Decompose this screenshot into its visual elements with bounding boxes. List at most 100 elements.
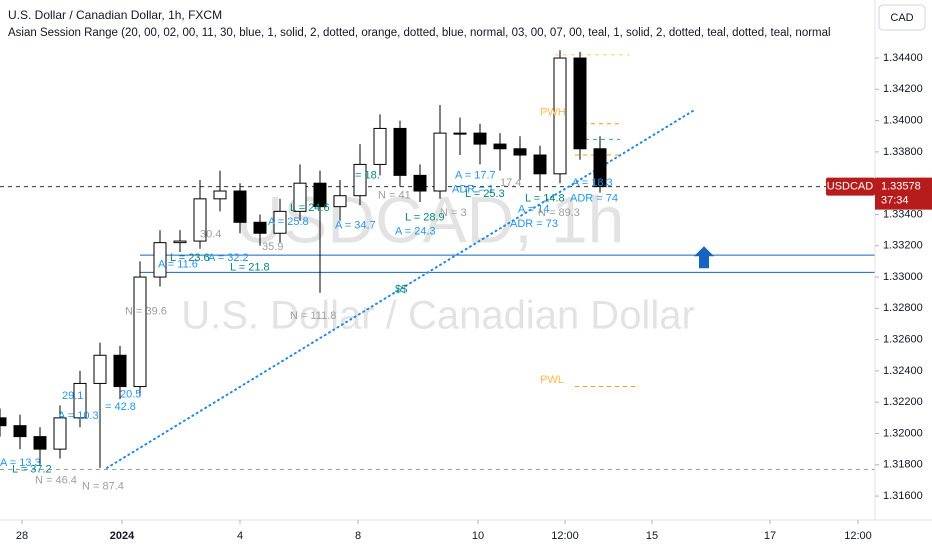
y-tick-label: 1.32600 xyxy=(883,334,923,346)
candle-body xyxy=(293,182,307,212)
annotation: ADR = 73 xyxy=(510,218,558,230)
annotation: = 42.8 xyxy=(105,401,136,413)
price-tag xyxy=(875,177,932,210)
candle-body xyxy=(473,132,487,145)
plot: A = 13.3L = 37.2N = 46.4 N = 87.4 A = 10.3… xyxy=(0,50,875,493)
candle-body xyxy=(93,354,107,384)
annotation: ADR = 74 xyxy=(570,193,618,205)
candle-body xyxy=(73,382,87,419)
candle-body xyxy=(253,221,267,234)
candle-body xyxy=(0,417,7,427)
candle-body xyxy=(273,210,287,234)
x-tick-label: 10 xyxy=(472,530,484,542)
candle-body xyxy=(573,57,587,150)
price-label: 1.33578 xyxy=(881,181,921,193)
candle-body xyxy=(233,190,247,223)
annotation: = 18. xyxy=(355,169,380,181)
candle-body xyxy=(593,148,607,188)
x-tick-label: 12:00 xyxy=(844,530,872,542)
annotation: N = 89.3 xyxy=(538,207,580,219)
candle-body xyxy=(113,354,127,388)
indicator-label: Asian Session Range (20, 00, 02, 00, 11,… xyxy=(8,27,831,39)
annotation: A = 25.8 xyxy=(268,216,309,228)
candle-body xyxy=(133,276,147,388)
annotation: A = 34.7 xyxy=(335,219,376,231)
y-tick-label: 1.33800 xyxy=(883,146,923,158)
candle-body xyxy=(33,436,47,450)
trend-line xyxy=(106,108,696,469)
annotation: 17.4 xyxy=(500,177,521,189)
annotation: N = 111.8 xyxy=(290,310,336,322)
annotation: L = 25.3 xyxy=(465,188,505,200)
annotation: 35.9 xyxy=(262,241,283,253)
candle-body xyxy=(413,174,427,192)
annotation: A = 17.7 xyxy=(455,169,496,181)
y-tick-label: 1.34400 xyxy=(883,52,923,64)
candle-body xyxy=(493,143,507,150)
annotation: A = 24.3 xyxy=(395,226,436,238)
annotation: L = 24.6 xyxy=(290,202,330,214)
y-tick-label: 1.32000 xyxy=(883,427,923,439)
x-tick-label: 12:00 xyxy=(551,530,579,542)
y-tick-label: 1.32400 xyxy=(883,365,923,377)
annotation: PWH xyxy=(540,107,566,119)
annotation: L = 37.2 xyxy=(12,463,52,475)
currency-label[interactable]: CAD xyxy=(890,12,913,24)
annotation: L = 28.9 xyxy=(405,212,445,224)
candle-body xyxy=(153,242,167,278)
y-tick-label: 1.32800 xyxy=(883,302,923,314)
y-tick-label: 1.31600 xyxy=(883,490,923,502)
symbol-tag xyxy=(826,177,875,196)
candle-body xyxy=(313,182,327,208)
watermark-name: U.S. Dollar / Canadian Dollar xyxy=(181,294,695,338)
x-tick-label: 28 xyxy=(16,530,28,542)
candle-body xyxy=(433,132,447,192)
candle-body xyxy=(333,195,347,208)
candle-body xyxy=(533,154,547,175)
chart-title: U.S. Dollar / Canadian Dollar, 1h, FXCM xyxy=(8,8,222,22)
candle-body xyxy=(393,127,407,176)
annotation: L = 21.8 xyxy=(230,262,270,274)
currency-button[interactable] xyxy=(878,4,926,31)
annotation: N = 3 xyxy=(440,207,467,219)
candle-body xyxy=(353,163,367,197)
annotation: A = 32.2 xyxy=(208,252,249,264)
annotation: N = 46.4 xyxy=(35,474,77,486)
x-tick-label: 4 xyxy=(237,530,243,542)
y-tick-label: 1.31800 xyxy=(883,459,923,471)
annotation: 30.4 xyxy=(200,229,221,241)
x-tick-label: 8 xyxy=(355,530,361,542)
annotation: PWL xyxy=(540,374,564,386)
annotation: A = 13.3 xyxy=(0,457,41,469)
candle-body xyxy=(373,127,387,165)
candle-body xyxy=(193,198,207,242)
candle-body xyxy=(13,425,27,438)
annotation: L = 14.8 xyxy=(525,193,565,205)
annotation: ADR = 1 xyxy=(452,183,494,195)
y-tick-label: 1.33200 xyxy=(883,240,923,252)
annotation: A = 14 xyxy=(518,204,550,216)
signal-arrow xyxy=(694,246,714,269)
annotation: A = 18.3 xyxy=(572,177,613,189)
symbol-label: USDCAD xyxy=(827,181,874,193)
annotation: 20.5 xyxy=(120,388,141,400)
annotation: $$ xyxy=(395,283,407,295)
annotation: N = 39.6 xyxy=(125,305,167,317)
annotation: L = 23.6 xyxy=(170,252,210,264)
annotation: N = 41 xyxy=(378,190,411,202)
candle-body xyxy=(213,190,227,200)
candle-body xyxy=(453,132,467,135)
x-tick-label: 15 xyxy=(646,530,658,542)
annotation: A = 11.6 xyxy=(158,258,198,270)
candle-body xyxy=(553,57,567,175)
x-tick-label: 17 xyxy=(764,530,776,542)
y-tick-label: 1.34000 xyxy=(883,115,923,127)
y-tick-label: 1.33400 xyxy=(883,208,923,220)
annotation: N = 87.4 xyxy=(82,481,124,493)
y-tick-label: 1.34200 xyxy=(883,83,923,95)
x-tick-label: 2024 xyxy=(110,530,135,542)
annotation: 29.1 xyxy=(62,390,83,402)
annotation: A = 10.3 xyxy=(58,410,99,422)
